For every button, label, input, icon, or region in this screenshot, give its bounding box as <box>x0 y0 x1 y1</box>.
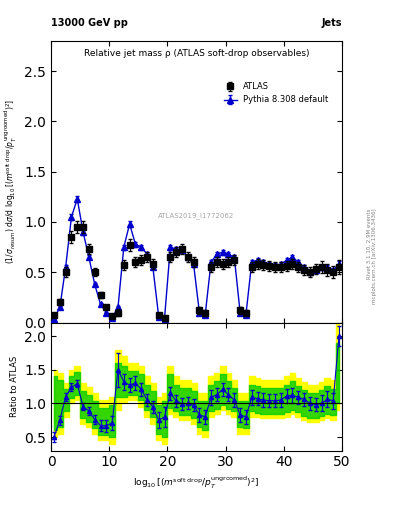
Text: Jets: Jets <box>321 18 342 28</box>
Text: ATLAS2019_I1772062: ATLAS2019_I1772062 <box>158 212 235 219</box>
Text: Rivet 3.1.10, 2.9M events
mcplots.cern.ch [arXiv:1306.3436]: Rivet 3.1.10, 2.9M events mcplots.cern.c… <box>367 208 377 304</box>
Text: Relative jet mass ρ (ATLAS soft-drop observables): Relative jet mass ρ (ATLAS soft-drop obs… <box>84 50 309 58</box>
Y-axis label: $(1/\sigma_{resum})$ d$\sigma$/d $\log_{10}[(m^{\rm soft\ drop}/p_T^{\rm ungroom: $(1/\sigma_{resum})$ d$\sigma$/d $\log_{… <box>2 99 19 264</box>
Legend: ATLAS, Pythia 8.308 default: ATLAS, Pythia 8.308 default <box>221 79 332 108</box>
Text: 13000 GeV pp: 13000 GeV pp <box>51 18 128 28</box>
Y-axis label: Ratio to ATLAS: Ratio to ATLAS <box>10 356 19 417</box>
X-axis label: $\log_{10}[(m^{\rm soft\ drop}/p_T^{\rm ungroomed})^2]$: $\log_{10}[(m^{\rm soft\ drop}/p_T^{\rm … <box>133 475 260 492</box>
